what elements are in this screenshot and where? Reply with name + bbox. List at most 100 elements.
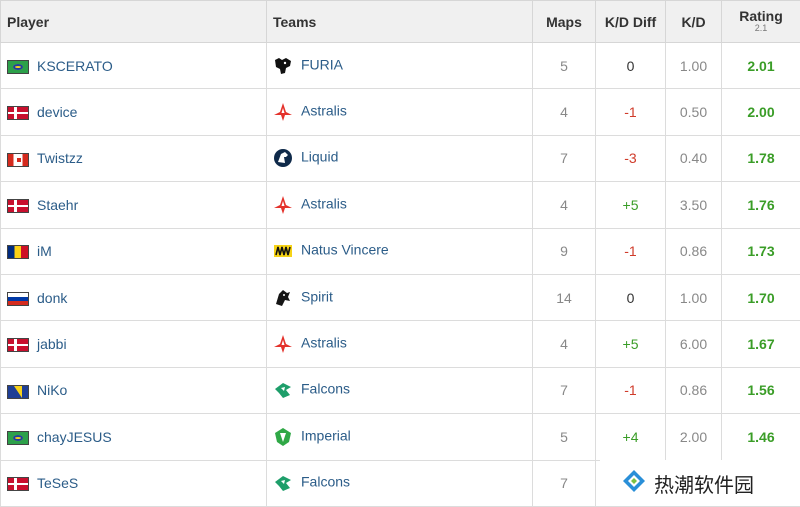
- maps-cell: 5: [533, 43, 596, 89]
- kd-diff-cell: +4: [596, 414, 666, 460]
- team-cell: Astralis: [267, 182, 533, 228]
- denmark-flag-icon: [7, 477, 29, 491]
- player-column-header[interactable]: Player: [1, 1, 267, 43]
- kd-diff-cell: -1: [596, 228, 666, 274]
- brazil-flag-icon: [7, 60, 29, 74]
- astralis-star-icon[interactable]: [273, 102, 293, 122]
- rating-cell: 1.67: [722, 321, 800, 367]
- maps-cell: 7: [533, 460, 596, 506]
- player-name-link[interactable]: KSCERATO: [37, 58, 113, 74]
- player-name-link[interactable]: TeSeS: [37, 475, 78, 491]
- team-name-link[interactable]: Astralis: [301, 196, 347, 212]
- team-name-link[interactable]: Astralis: [301, 103, 347, 119]
- team-cell: Falcons: [267, 460, 533, 506]
- kd-diff-cell: 0: [596, 274, 666, 320]
- maps-cell: 7: [533, 135, 596, 181]
- maps-cell: 4: [533, 89, 596, 135]
- rating-cell: 2.00: [722, 89, 800, 135]
- team-name-link[interactable]: Falcons: [301, 381, 350, 397]
- navi-icon[interactable]: [273, 241, 293, 261]
- kd-diff-cell: -3: [596, 135, 666, 181]
- canada-flag-icon: [7, 153, 29, 167]
- team-name-link[interactable]: FURIA: [301, 56, 343, 72]
- rating-cell: 1.76: [722, 182, 800, 228]
- team-cell: FURIA: [267, 43, 533, 89]
- kd-cell: 0.50: [666, 89, 722, 135]
- maps-cell: 9: [533, 228, 596, 274]
- teams-column-header[interactable]: Teams: [267, 1, 533, 43]
- team-name-link[interactable]: Falcons: [301, 474, 350, 490]
- maps-cell: 7: [533, 367, 596, 413]
- diamond-logo-icon: [622, 469, 646, 498]
- team-name-link[interactable]: Spirit: [301, 288, 333, 304]
- player-name-link[interactable]: jabbi: [37, 336, 67, 352]
- player-cell: device: [1, 89, 267, 135]
- team-name-link[interactable]: Natus Vincere: [301, 242, 389, 258]
- kd-cell: 2.00: [666, 414, 722, 460]
- maps-cell: 4: [533, 321, 596, 367]
- kd-cell: 0.40: [666, 135, 722, 181]
- kd-diff-cell: 0: [596, 43, 666, 89]
- liquid-horse-icon[interactable]: [273, 148, 293, 168]
- watermark-text: 热潮软件园: [654, 469, 754, 498]
- brazil-flag-icon: [7, 431, 29, 445]
- rating-cell: 1.78: [722, 135, 800, 181]
- rating-version-label: 2.1: [722, 22, 800, 34]
- team-cell: Falcons: [267, 367, 533, 413]
- player-name-link[interactable]: device: [37, 104, 77, 120]
- player-name-link[interactable]: Twistzz: [37, 150, 83, 166]
- kd-cell: 0.86: [666, 228, 722, 274]
- maps-column-header[interactable]: Maps: [533, 1, 596, 43]
- furia-panther-icon[interactable]: [273, 56, 293, 76]
- rating-cell: 1.70: [722, 274, 800, 320]
- player-name-link[interactable]: NiKo: [37, 382, 67, 398]
- astralis-star-icon[interactable]: [273, 195, 293, 215]
- team-cell: Imperial: [267, 414, 533, 460]
- kd-column-header[interactable]: K/D: [666, 1, 722, 43]
- rating-cell: 2.01: [722, 43, 800, 89]
- astralis-star-icon[interactable]: [273, 334, 293, 354]
- team-cell: Astralis: [267, 89, 533, 135]
- kd-diff-cell: -1: [596, 89, 666, 135]
- rating-column-header[interactable]: Rating 2.1: [722, 1, 800, 43]
- player-cell: Staehr: [1, 182, 267, 228]
- player-cell: NiKo: [1, 367, 267, 413]
- maps-cell: 14: [533, 274, 596, 320]
- team-name-link[interactable]: Astralis: [301, 335, 347, 351]
- team-name-link[interactable]: Liquid: [301, 149, 338, 165]
- watermark: 热潮软件园: [600, 460, 800, 506]
- kd-cell: 6.00: [666, 321, 722, 367]
- falcons-icon[interactable]: [273, 380, 293, 400]
- player-name-link[interactable]: iM: [37, 243, 52, 259]
- kd-diff-column-header[interactable]: K/D Diff: [596, 1, 666, 43]
- rating-cell: 1.56: [722, 367, 800, 413]
- denmark-flag-icon: [7, 106, 29, 120]
- player-cell: Twistzz: [1, 135, 267, 181]
- player-name-link[interactable]: donk: [37, 290, 67, 306]
- player-name-link[interactable]: chayJESUS: [37, 429, 112, 445]
- kd-cell: 1.00: [666, 274, 722, 320]
- player-name-link[interactable]: Staehr: [37, 197, 78, 213]
- player-cell: jabbi: [1, 321, 267, 367]
- kd-diff-cell: -1: [596, 367, 666, 413]
- russia-flag-icon: [7, 292, 29, 306]
- team-name-link[interactable]: Imperial: [301, 428, 351, 444]
- team-cell: Spirit: [267, 274, 533, 320]
- kd-cell: 1.00: [666, 43, 722, 89]
- spirit-dragon-icon[interactable]: [273, 288, 293, 308]
- falcons-icon[interactable]: [273, 473, 293, 493]
- imperial-icon[interactable]: [273, 427, 293, 447]
- table-header-row: Player Teams Maps K/D Diff K/D Rating 2.…: [1, 1, 800, 43]
- player-cell: TeSeS: [1, 460, 267, 506]
- romania-flag-icon: [7, 245, 29, 259]
- rating-cell: 1.46: [722, 414, 800, 460]
- bosnia-flag-icon: [7, 385, 29, 399]
- kd-diff-cell: +5: [596, 182, 666, 228]
